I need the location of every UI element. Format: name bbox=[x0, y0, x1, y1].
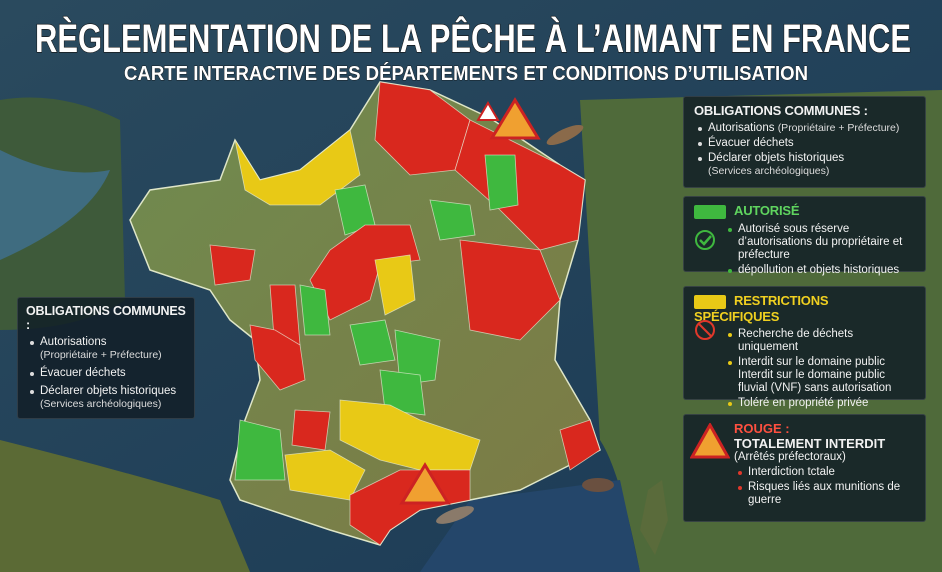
item: dépollution et objets historiques bbox=[728, 264, 915, 277]
dept-yellow bbox=[234, 129, 361, 206]
item-text: Déclarer objets historiques bbox=[708, 152, 845, 164]
dept-red bbox=[209, 244, 256, 286]
dept-red bbox=[459, 239, 561, 341]
item: Risques liés aux munitions de guerre bbox=[738, 481, 915, 507]
shell bbox=[546, 124, 584, 146]
item-text: Autorisations bbox=[40, 336, 107, 348]
swatch bbox=[694, 294, 726, 309]
explosion-icon bbox=[690, 423, 730, 459]
dept-green bbox=[349, 319, 396, 366]
check-icon bbox=[695, 230, 715, 250]
item: Autorisations (Propriétaire + Préfecture) bbox=[30, 336, 186, 362]
dept-green bbox=[379, 369, 426, 416]
dept-green bbox=[234, 419, 286, 481]
south-land bbox=[0, 440, 250, 572]
legend-green: AUTORISÉ Autorisé sous réserve d’autoris… bbox=[683, 196, 926, 276]
legend-title: TOTALEMENT INTERDIT bbox=[734, 436, 886, 451]
legend-red: ROUGE : TOTALEMENT INTERDIT (Arrêtés pré… bbox=[683, 414, 926, 522]
dept-red bbox=[249, 324, 306, 391]
list: Autorisé sous réserve d’autorisations du… bbox=[694, 223, 915, 277]
item-text: Autorisations bbox=[708, 122, 775, 134]
forbidden-icon bbox=[695, 320, 715, 340]
explosion-icon bbox=[399, 462, 451, 505]
legend-title-text: AUTORISÉ bbox=[734, 203, 800, 218]
legend-note: (Arrêtés préfectoraux) bbox=[734, 451, 846, 463]
river bbox=[0, 150, 110, 260]
item-text: Déclarer objets historiques bbox=[40, 385, 177, 397]
legend-title-text: RESTRICTIONS SPÉCIFIQUES bbox=[694, 293, 829, 324]
legend-title: AUTORISÉ bbox=[694, 203, 915, 219]
subtitle: CARTE INTERACTIVE DES DÉPARTEMENTS ET CO… bbox=[124, 62, 808, 85]
obligations-panel-left: OBLIGATIONS COMMUNES : Autorisations (Pro… bbox=[17, 297, 195, 419]
shell bbox=[436, 506, 474, 524]
item: Autorisé sous réserve d’autorisations du… bbox=[728, 223, 915, 262]
dept-yellow bbox=[284, 449, 366, 501]
dept-green bbox=[299, 284, 331, 336]
item-note: (Services archéologiques) bbox=[708, 165, 830, 177]
dept-green bbox=[484, 154, 519, 211]
title: RÈGLEMENTATION DE LA PÊCHE À L’AIMANT EN… bbox=[35, 15, 911, 61]
dept-yellow bbox=[374, 254, 416, 316]
dept-green bbox=[429, 199, 476, 241]
list: Interdiction tctale Risques liés aux mun… bbox=[734, 466, 915, 507]
obligations-panel-right: OBLIGATIONS COMMUNES : Autorisations (Pr… bbox=[683, 96, 926, 188]
list: Autorisations (Propriétaire + Préfecture… bbox=[694, 122, 915, 178]
item: Autorisations (Propriétaire + Préfecture… bbox=[698, 122, 915, 135]
header: RÈGLEMENTATION DE LA PÊCHE À L’AIMANT EN… bbox=[34, 14, 911, 85]
dept-green bbox=[394, 329, 441, 386]
list: Recherche de déchets uniquement Interdit… bbox=[694, 328, 915, 410]
item: Évacuer déchets bbox=[698, 137, 915, 150]
item: Interdiction tctale bbox=[738, 466, 915, 479]
item: Déclarer objets historiques (Services arc… bbox=[30, 385, 186, 411]
item: Déclarer objets historiques (Services arc… bbox=[698, 152, 915, 178]
legend-yellow: RESTRICTIONS SPÉCIFIQUES Recherche de dé… bbox=[683, 286, 926, 409]
corsica bbox=[640, 480, 668, 555]
dept-red bbox=[559, 419, 601, 471]
list: Autorisations (Propriétaire + Préfecture)… bbox=[26, 336, 186, 411]
dept-red bbox=[454, 119, 586, 251]
item: Toléré en propriété privée bbox=[728, 397, 915, 410]
dept-red bbox=[309, 224, 421, 321]
departments bbox=[209, 81, 601, 546]
item-note: (Services archéologiques) bbox=[40, 398, 162, 410]
legend-title: RESTRICTIONS SPÉCIFIQUES bbox=[694, 293, 915, 324]
item: Évacuer déchets bbox=[30, 367, 186, 380]
item-text: Évacuer déchets bbox=[708, 137, 794, 149]
shell bbox=[582, 478, 614, 492]
warning-icon bbox=[476, 101, 500, 121]
panel-title: OBLIGATIONS COMMUNES : bbox=[694, 103, 868, 118]
mediterranean bbox=[420, 480, 640, 572]
item-note: (Propriétaire + Préfecture) bbox=[777, 122, 900, 134]
explosion-icon bbox=[489, 97, 541, 140]
item-text: Évacuer déchets bbox=[40, 367, 126, 379]
warning-icons bbox=[399, 97, 614, 524]
item: Interdit sur le domaine public Interdit … bbox=[728, 356, 915, 395]
swatch bbox=[694, 204, 726, 219]
dept-red bbox=[291, 409, 331, 451]
item: Recherche de déchets uniquement bbox=[728, 328, 915, 354]
panel-title: OBLIGATIONS COMMUNES : bbox=[26, 304, 186, 332]
legend-label: ROUGE : bbox=[734, 421, 790, 436]
item-note: (Propriétaire + Préfecture) bbox=[40, 349, 162, 361]
